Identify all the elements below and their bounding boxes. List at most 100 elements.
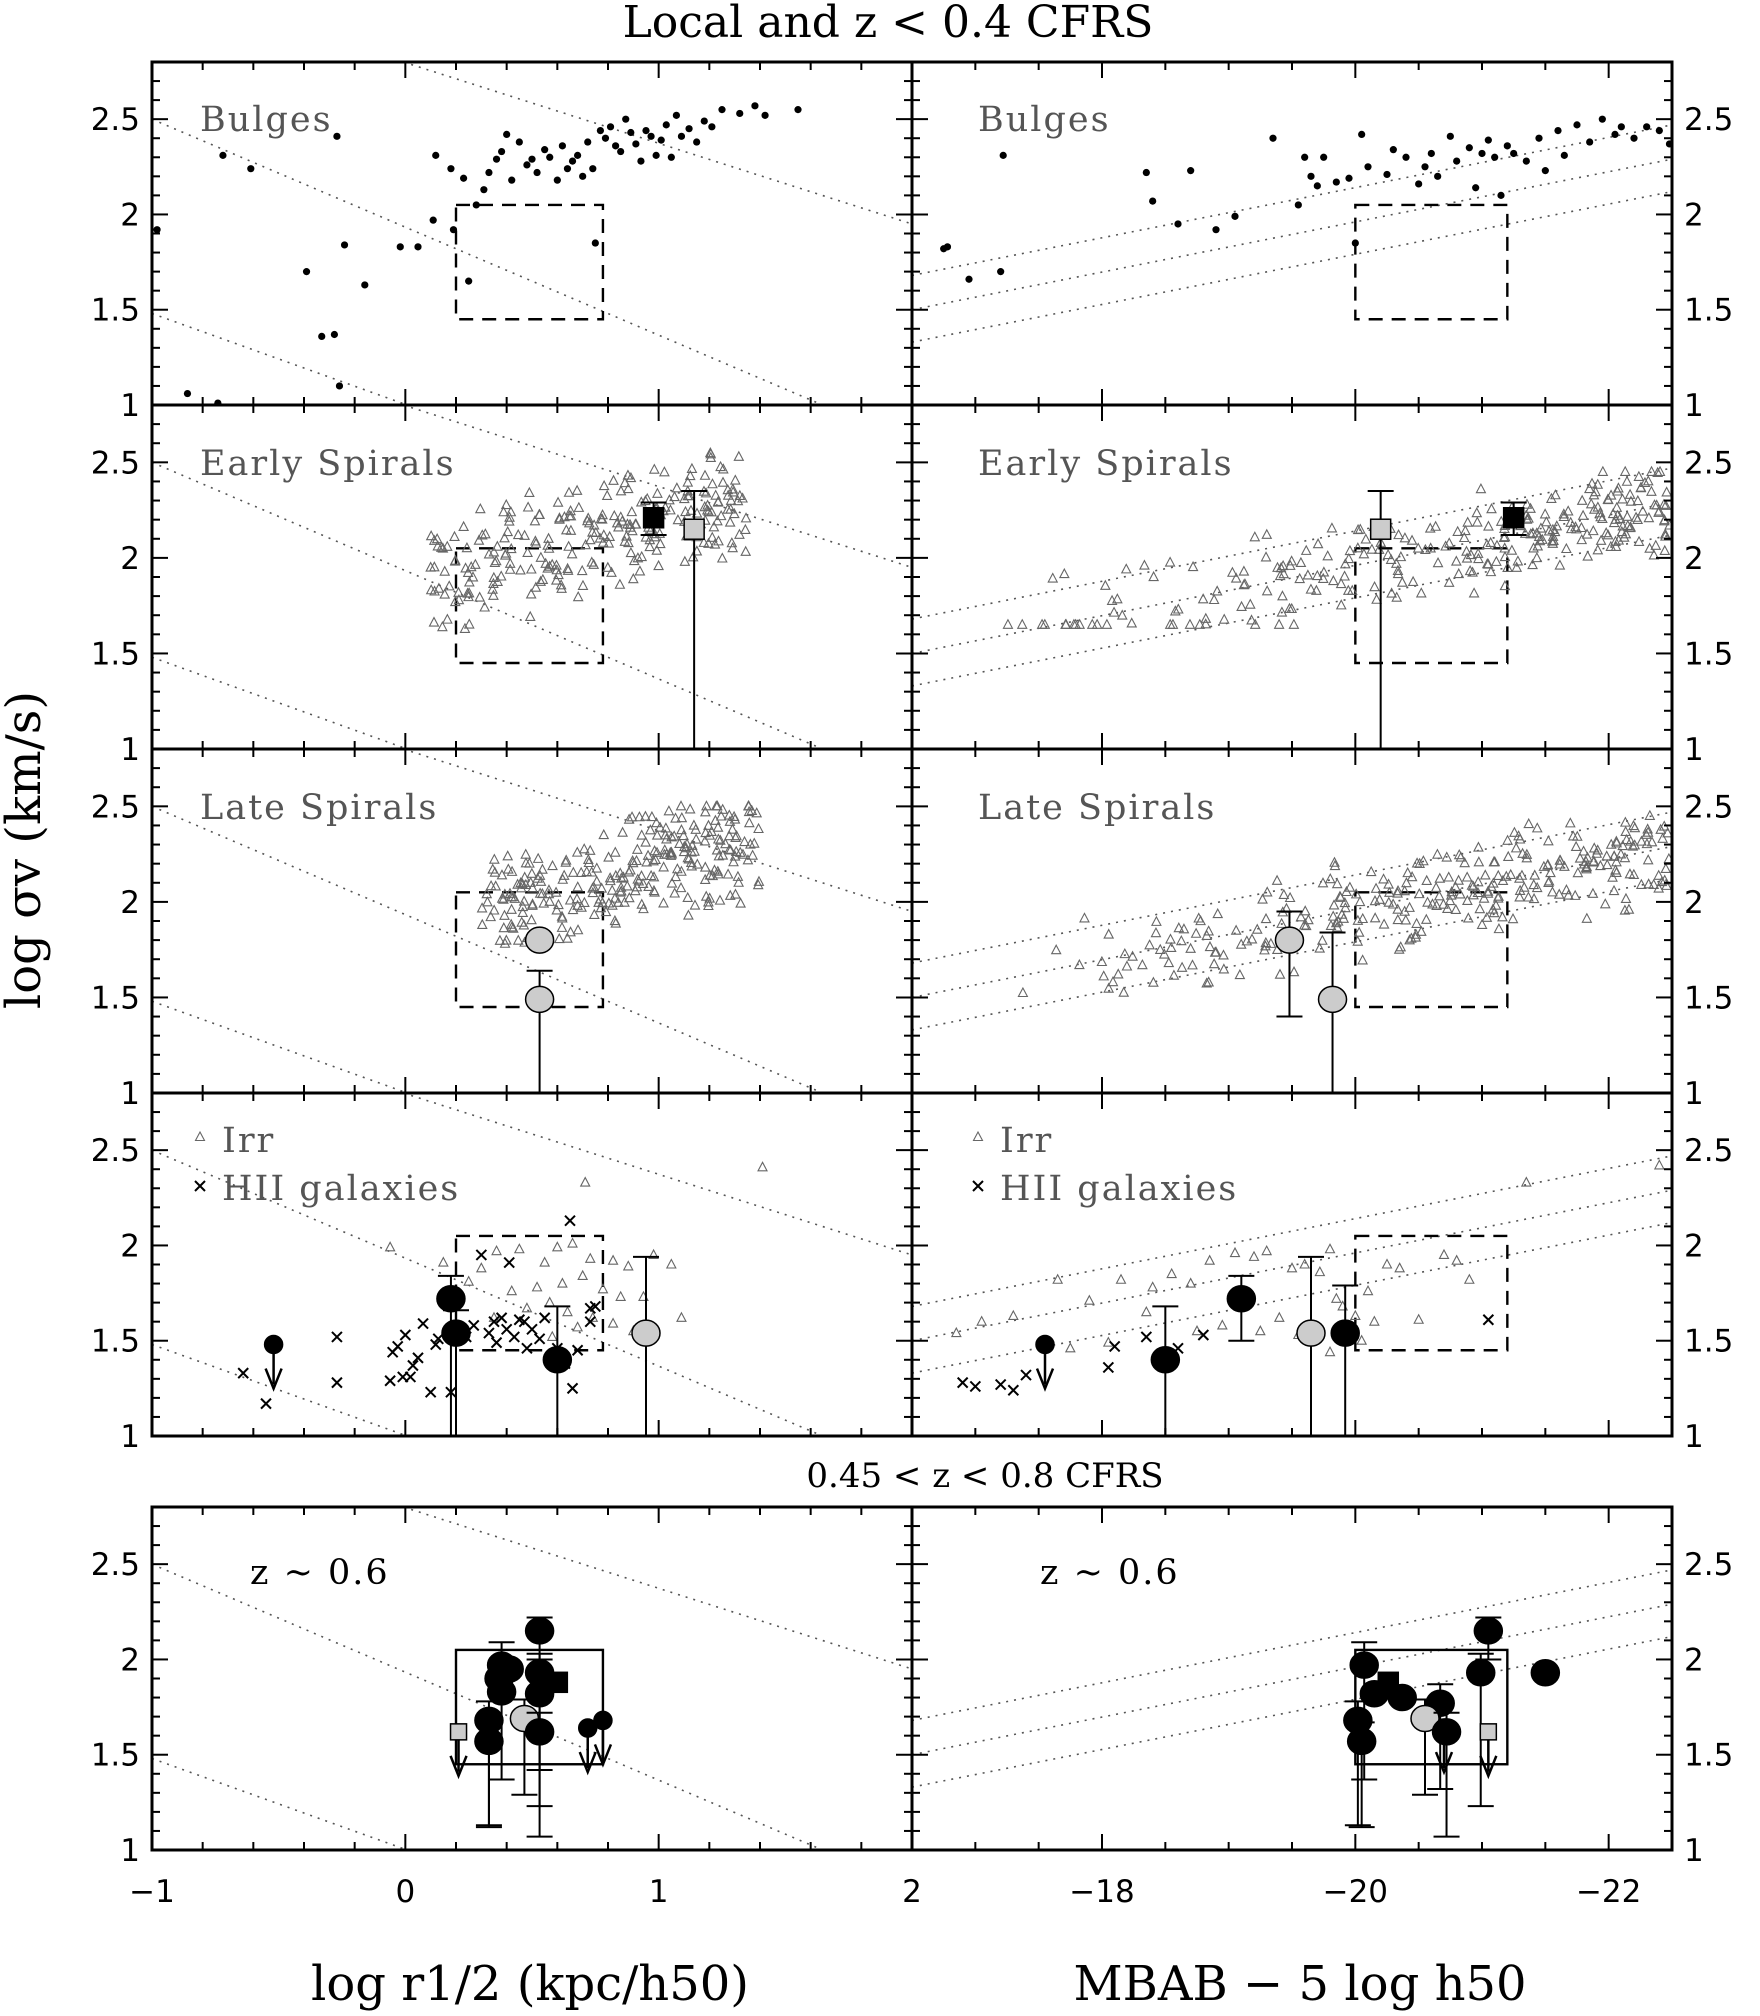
plots: 1 1 1.5 1.5 2 2 2.5 2.5 1 1 1.5 1.5 2 2 2.5 2.5 1 1 1.5 1.5… (91, 60, 1733, 1910)
legend-irr-label: Irr (1000, 1121, 1053, 1161)
triangle-point (1329, 856, 1340, 867)
triangle-point (1560, 542, 1572, 554)
irr-point (1368, 1315, 1380, 1326)
triangle-point (1200, 612, 1212, 623)
hii-point (1108, 1340, 1121, 1353)
cfrs-grey-square (1369, 518, 1392, 540)
triangle-point (1169, 605, 1181, 616)
cfrs-filled-circle (1150, 1346, 1181, 1374)
bulge-point (1269, 134, 1277, 142)
triangle-point (504, 511, 515, 522)
triangle-point (1350, 888, 1362, 899)
triangle-point (1529, 869, 1541, 880)
triangle-point (1246, 933, 1258, 944)
irr-point (1356, 1334, 1368, 1345)
bulge-point (589, 165, 597, 173)
triangle-point (485, 879, 497, 891)
triangle-point (1058, 567, 1070, 579)
triangle-point (534, 869, 546, 880)
hii-point (468, 1319, 480, 1332)
triangle-point (449, 595, 461, 607)
triangle-point (1120, 563, 1132, 574)
bulge-point (330, 330, 338, 339)
bulge-point (1554, 127, 1562, 135)
triangle-point (1655, 823, 1667, 834)
triangle-point (1658, 498, 1670, 509)
triangle-point (504, 557, 516, 568)
triangle-point (473, 534, 485, 545)
triangle-point (1619, 851, 1631, 863)
triangle-point (433, 582, 445, 593)
triangle-point (1620, 892, 1632, 904)
triangle-point (644, 540, 656, 552)
bulge-point (498, 147, 506, 156)
triangle-point (658, 897, 669, 908)
triangle-point (1471, 516, 1483, 527)
cfrs-filled-circle (1530, 1659, 1561, 1687)
triangle-point (1646, 836, 1658, 847)
triangle-point (571, 484, 583, 495)
triangle-point (1594, 507, 1606, 518)
triangle-point (566, 548, 578, 559)
triangle-point (1539, 508, 1551, 519)
triangle-point (1276, 917, 1288, 928)
guide-line (912, 1189, 1672, 1342)
y-tick-label-left: 2 (120, 541, 140, 577)
y-tick-label-right: 2.5 (1684, 789, 1733, 825)
triangle-point (439, 588, 451, 599)
triangle-point (732, 870, 744, 881)
triangle-point (1294, 572, 1306, 584)
triangle-point (1462, 912, 1474, 923)
irr-point (572, 1321, 584, 1332)
triangle-point (666, 831, 678, 842)
bulge-point (432, 151, 440, 159)
bulge-point (700, 117, 708, 125)
triangle-point (703, 819, 714, 830)
triangle-point (578, 843, 590, 854)
triangle-point (631, 843, 643, 854)
y-tick-label-right: 1 (1684, 1419, 1704, 1455)
triangle-point (1531, 822, 1543, 833)
triangle-point (727, 541, 739, 553)
triangle-point (1390, 557, 1402, 568)
bulge-point (657, 136, 665, 144)
bulge-point (1212, 226, 1220, 234)
triangle-point (1251, 923, 1263, 934)
triangle-point (700, 487, 712, 498)
triangle-point (675, 800, 687, 811)
irr-point (539, 1256, 551, 1267)
triangle-point (1357, 954, 1369, 965)
triangle-point (1016, 618, 1028, 629)
triangle-point (1646, 465, 1657, 476)
triangle-point (665, 849, 677, 860)
triangle-point (1112, 968, 1124, 979)
triangle-point (595, 512, 607, 523)
triangle-point (1369, 912, 1381, 923)
triangle-point (1586, 477, 1598, 488)
triangle-point (495, 570, 507, 581)
triangle-point (522, 546, 533, 557)
triangle-point (1119, 947, 1131, 959)
hii-point (584, 1315, 596, 1328)
triangle-point (617, 826, 629, 837)
triangle-point (525, 588, 537, 599)
selection-box-right (1354, 1234, 1509, 1352)
triangle-point (1369, 580, 1380, 592)
panel-label-bulges: Bulges (978, 100, 1111, 140)
triangle-point (492, 575, 504, 586)
triangle-point (727, 823, 738, 834)
triangle-point (490, 880, 502, 891)
triangle-point (1629, 821, 1641, 833)
x-axis-label-right: MBAB − 5 log h50 (1073, 1956, 1526, 2012)
triangle-point (562, 932, 573, 943)
y-tick-label-left: 2.5 (91, 1547, 140, 1583)
triangle-point (678, 492, 690, 504)
triangle-point (678, 829, 689, 841)
triangle-point (625, 546, 637, 558)
guide-line (152, 461, 825, 749)
y-tick-label-left: 1 (120, 1419, 140, 1455)
triangle-point (485, 910, 497, 922)
bulge-point (997, 268, 1005, 276)
triangle-point (658, 861, 670, 872)
triangle-point (1238, 565, 1250, 576)
